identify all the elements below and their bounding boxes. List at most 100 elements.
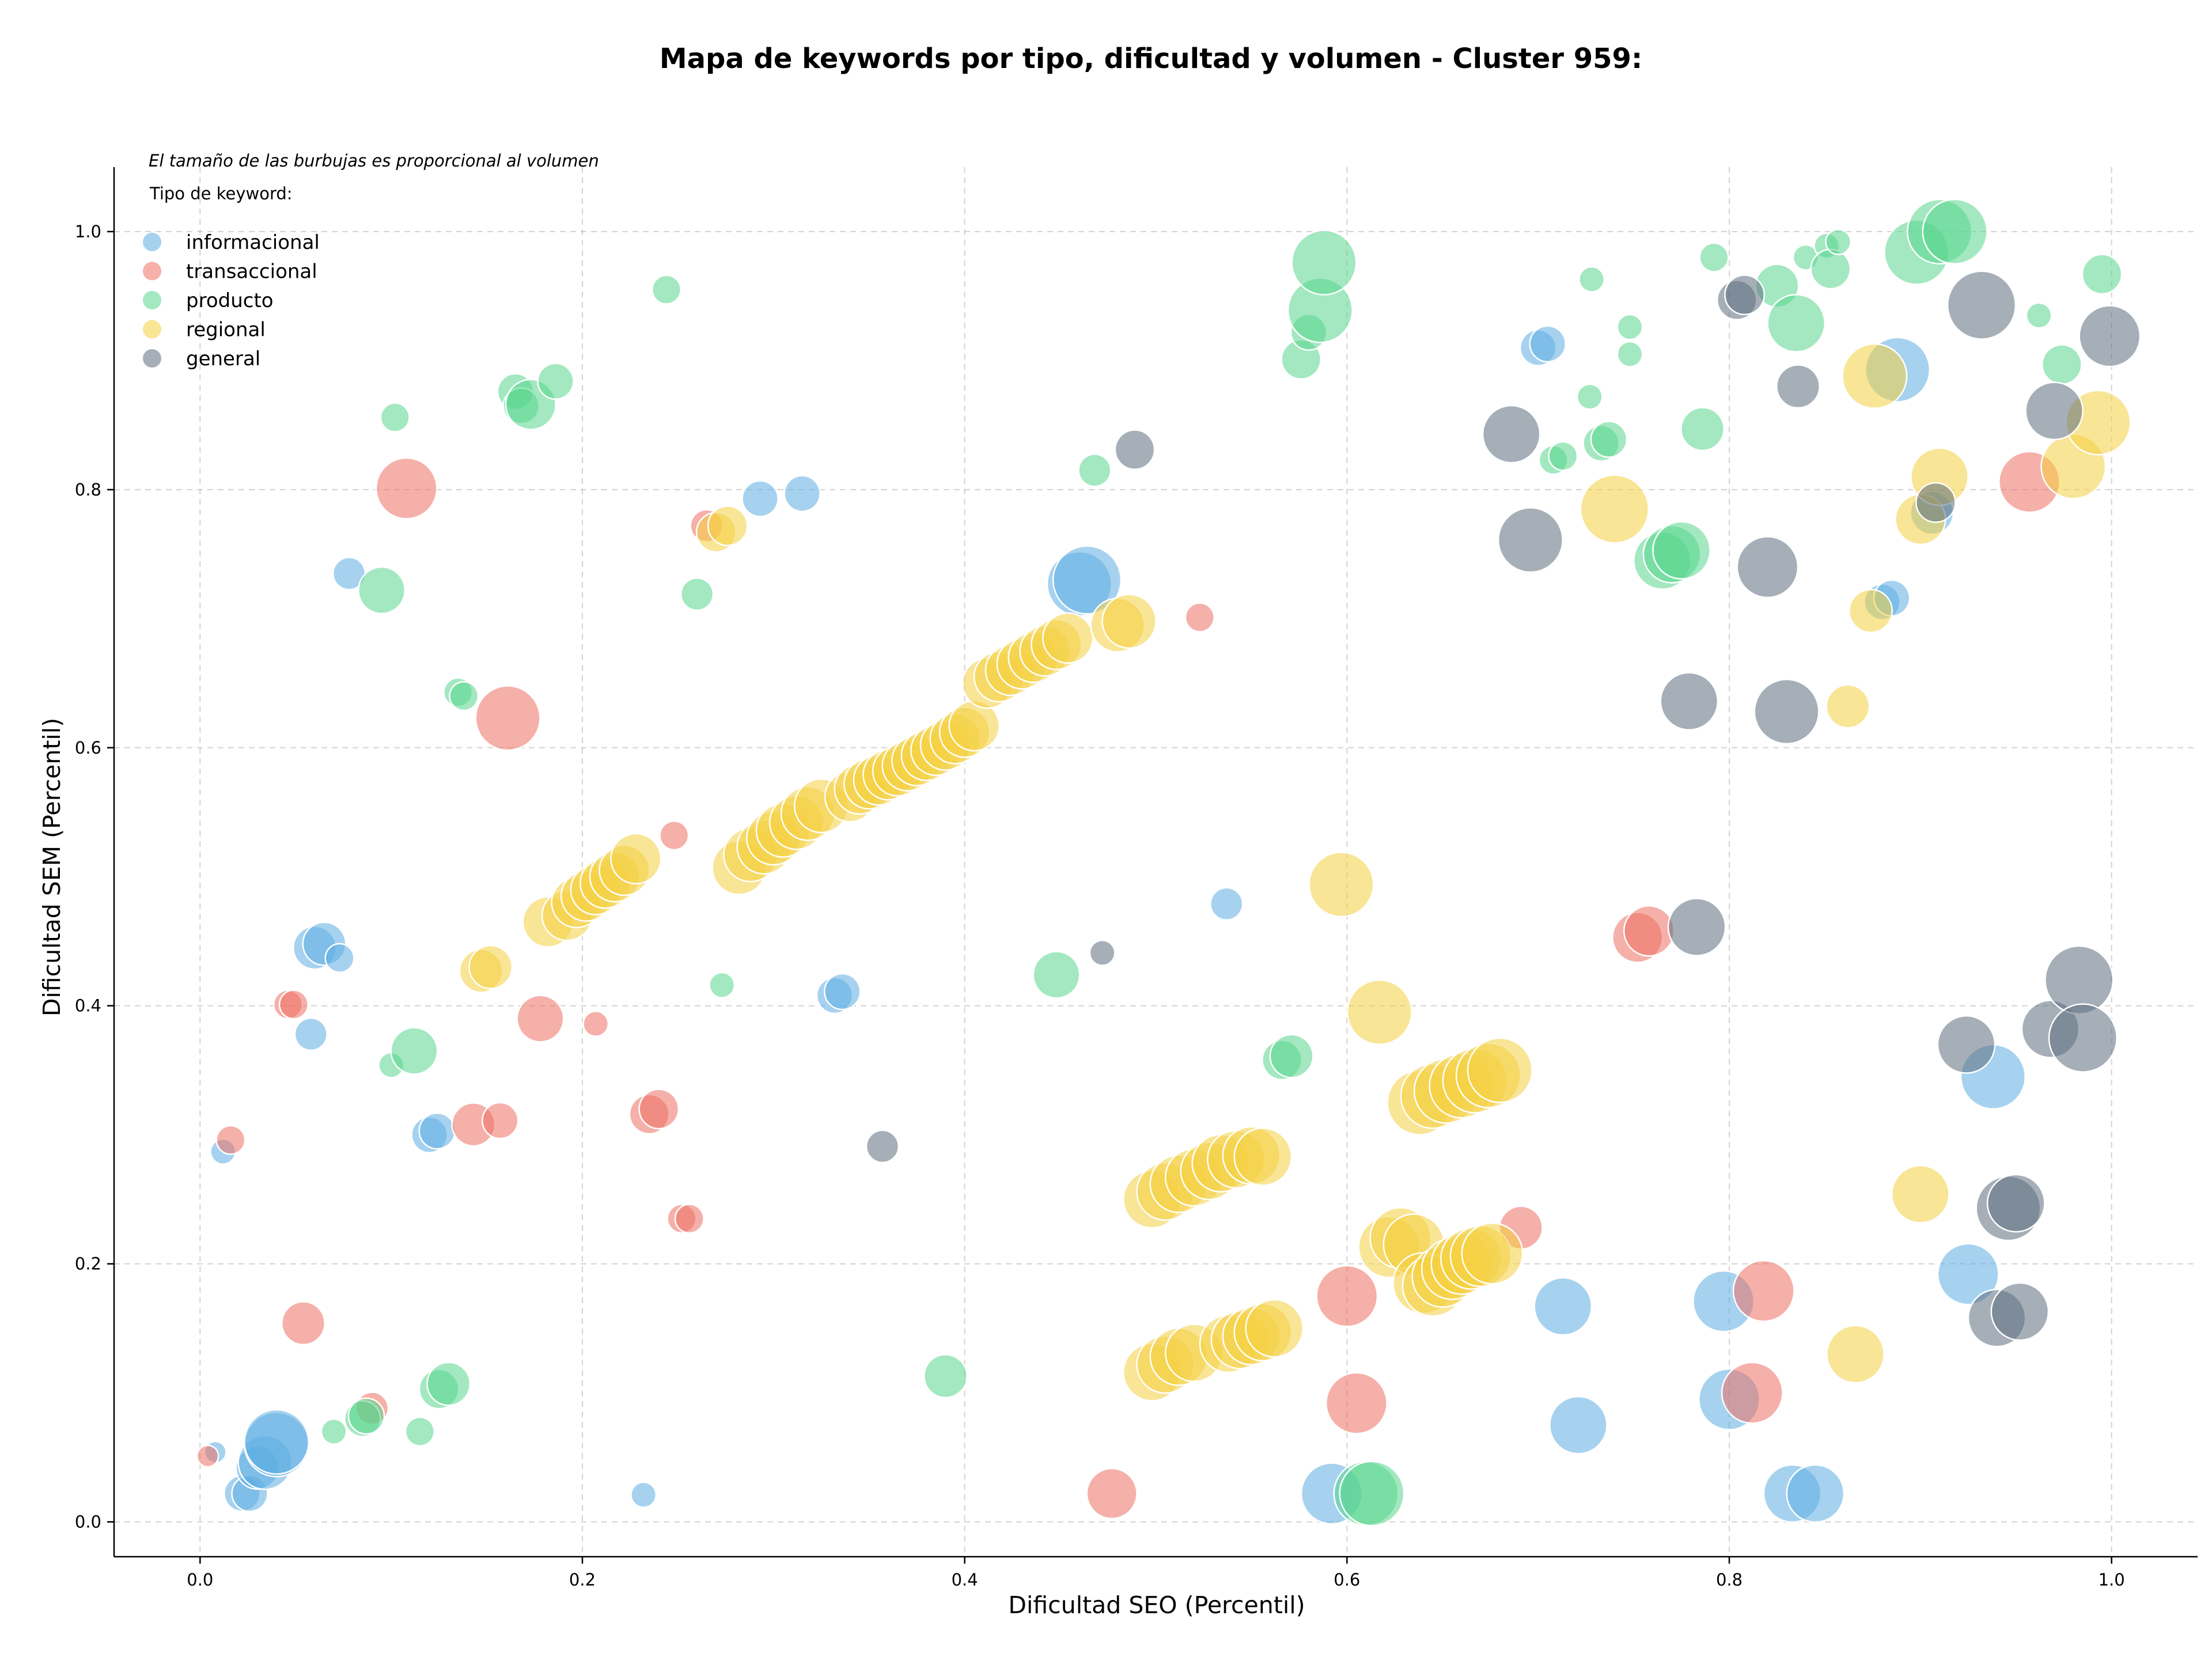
bubble-transaccional bbox=[1316, 1265, 1378, 1327]
bubble-producto bbox=[1680, 407, 1725, 452]
bubble-producto bbox=[1652, 521, 1711, 580]
bubble-regional bbox=[1042, 612, 1094, 664]
axes: 0.0 0.2 0.4 0.6 0.8 1.0 0.0 0.2 0.4 0.6 0.8 1.0 bbox=[75, 167, 2198, 1590]
bubble-producto bbox=[680, 577, 714, 611]
bubble-producto bbox=[651, 274, 682, 305]
y-tick-label: 0.4 bbox=[75, 996, 101, 1016]
bubble-regional bbox=[1101, 593, 1157, 649]
bubble-regional bbox=[1849, 588, 1893, 633]
bubble-transaccional bbox=[278, 989, 309, 1020]
legend-marker-transaccional bbox=[143, 262, 161, 281]
bubble-general bbox=[1482, 404, 1541, 464]
bubble-general bbox=[1497, 507, 1563, 573]
legend-label-regional: regional bbox=[186, 319, 266, 342]
bubble-producto bbox=[1032, 951, 1081, 999]
y-tick-label: 0.2 bbox=[75, 1254, 101, 1274]
x-tick-label: 0.6 bbox=[1334, 1570, 1360, 1590]
bubble-producto bbox=[347, 1397, 385, 1435]
bubble-transaccional bbox=[674, 1204, 704, 1234]
bubble-general bbox=[1776, 364, 1820, 409]
bubble-regional bbox=[1233, 1127, 1293, 1186]
bubble-transaccional bbox=[215, 1125, 246, 1155]
bubble-regional bbox=[610, 833, 662, 885]
bubble-producto bbox=[1825, 228, 1852, 255]
bubble-producto bbox=[1616, 313, 1643, 340]
legend-marker-regional bbox=[143, 320, 161, 339]
x-tick-label: 0.2 bbox=[569, 1570, 596, 1590]
bubble-general bbox=[1667, 898, 1726, 956]
bubble-transaccional bbox=[1721, 1361, 1783, 1424]
legend-label-transaccional: transaccional bbox=[186, 260, 317, 283]
bubble-informacional bbox=[1549, 1395, 1608, 1455]
bubble-informacional bbox=[630, 1481, 657, 1508]
bubble-producto bbox=[1810, 248, 1851, 290]
legend-note: El tamaño de las burbujas es proporciona… bbox=[149, 151, 599, 171]
bubble-transaccional bbox=[638, 1088, 680, 1130]
y-axis-label: Dificultad SEM (Percentil) bbox=[38, 718, 66, 1016]
bubble-regional bbox=[707, 505, 748, 546]
bubble-producto bbox=[1922, 198, 1988, 265]
bubble-producto bbox=[1578, 266, 1605, 293]
bubble-informacional bbox=[824, 973, 861, 1011]
y-tick-label: 0.8 bbox=[75, 480, 101, 500]
bubble-producto bbox=[320, 1418, 347, 1445]
x-tick-label: 0.8 bbox=[1716, 1570, 1743, 1590]
bubble-producto bbox=[1590, 421, 1628, 458]
bubble-informacional bbox=[783, 475, 821, 512]
bubble-general bbox=[1990, 1282, 2050, 1341]
bubble-regional bbox=[1467, 1037, 1533, 1103]
bubble-regional bbox=[1891, 1164, 1950, 1224]
bubble-producto bbox=[1767, 294, 1825, 353]
bubble-producto bbox=[2081, 253, 2123, 295]
bubble-transaccional bbox=[482, 1102, 519, 1140]
bubble-producto bbox=[426, 1361, 471, 1406]
bubble-regional bbox=[1245, 1299, 1304, 1358]
bubble-informacional bbox=[741, 480, 779, 517]
bubble-producto bbox=[1078, 453, 1112, 487]
bubble-producto bbox=[1616, 340, 1643, 368]
bubble-general bbox=[1660, 672, 1719, 731]
legend-title: Tipo de keyword: bbox=[149, 184, 293, 203]
bubble-producto bbox=[923, 1354, 968, 1398]
bubble-general bbox=[1937, 1015, 1996, 1074]
bubble-producto bbox=[537, 362, 574, 400]
y-tick-label: 1.0 bbox=[75, 222, 101, 241]
bubble-transaccional bbox=[659, 820, 690, 851]
bubble-general bbox=[2025, 381, 2084, 441]
bubble-transaccional bbox=[1732, 1259, 1795, 1322]
bubble-general bbox=[865, 1129, 900, 1163]
x-tick-label: 1.0 bbox=[2099, 1570, 2125, 1590]
bubble-general bbox=[1946, 270, 2017, 340]
y-tick-label: 0.6 bbox=[75, 738, 101, 758]
bubble-producto bbox=[380, 402, 410, 433]
bubble-informacional bbox=[1786, 1464, 1845, 1523]
bubble-general bbox=[1736, 536, 1799, 599]
legend-marker-general bbox=[143, 349, 161, 368]
bubbles bbox=[196, 198, 2141, 1527]
bubble-general bbox=[1986, 1174, 2046, 1233]
bubble-general bbox=[1089, 939, 1116, 966]
legend: El tamaño de las burbujas es proporciona… bbox=[143, 151, 599, 370]
bubble-producto bbox=[709, 971, 736, 998]
x-axis-label: Dificultad SEO (Percentil) bbox=[1008, 1591, 1305, 1619]
bubble-informacional bbox=[324, 943, 355, 973]
bubble-transaccional bbox=[582, 1011, 609, 1038]
bubble-regional bbox=[1825, 684, 1870, 729]
bubble-informacional bbox=[244, 1409, 310, 1475]
bubble-producto bbox=[2025, 302, 2052, 329]
bubble-producto bbox=[1291, 229, 1357, 296]
bubble-transaccional bbox=[1623, 905, 1675, 957]
bubble-general bbox=[1915, 482, 1956, 523]
x-tick-label: 0.0 bbox=[187, 1570, 213, 1590]
bubble-transaccional bbox=[475, 685, 541, 751]
bubble-general bbox=[1753, 679, 1820, 745]
bubble-informacional bbox=[1533, 1277, 1593, 1336]
legend-marker-producto bbox=[143, 291, 161, 309]
bubble-producto bbox=[1548, 441, 1578, 471]
bubble-informacional bbox=[1210, 887, 1244, 921]
bubble-producto bbox=[1269, 1034, 1314, 1079]
bubble-informacional bbox=[1529, 325, 1567, 363]
bubble-transaccional bbox=[375, 457, 438, 520]
